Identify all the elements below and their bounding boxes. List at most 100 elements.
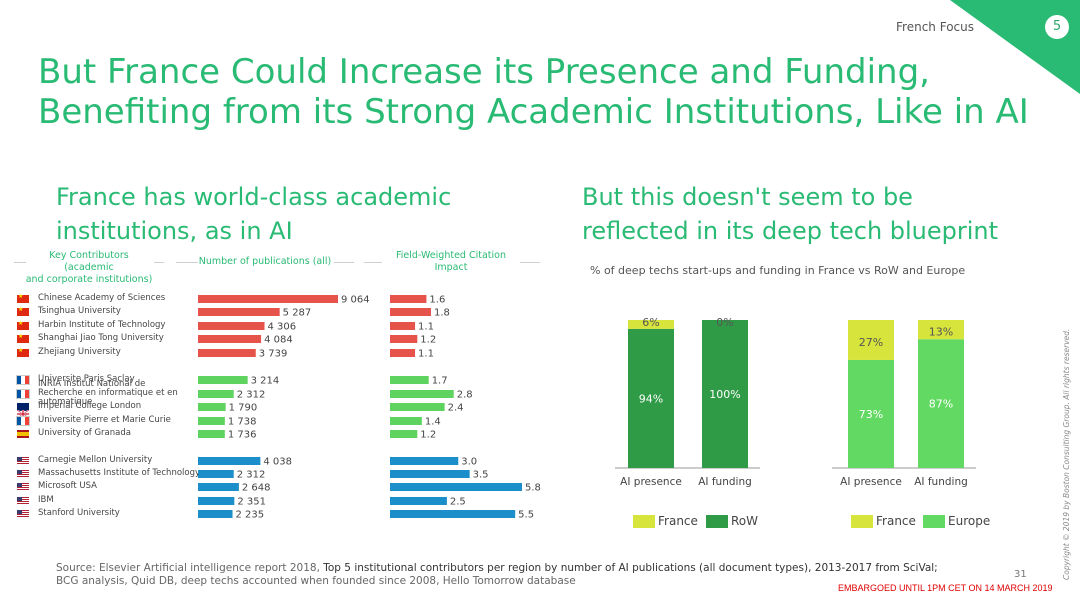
citation-impact-bar <box>390 322 416 330</box>
publications-value-label: 1 790 <box>229 403 258 414</box>
col-header-citation-impact: Field-Weighted Citation Impact <box>386 250 516 274</box>
citation-impact-bar <box>390 417 422 425</box>
embargo-notice: EMBARGOED UNTIL 1PM CET ON 14 MARCH 2019 <box>838 583 1053 593</box>
citation-impact-bar <box>390 497 447 505</box>
publications-value-label: 3 214 <box>251 376 280 387</box>
citation-impact-value-label: 1.8 <box>434 308 450 319</box>
source-note: Source: Elsevier Artificial intelligence… <box>56 562 956 588</box>
category-label: AI funding <box>914 476 968 488</box>
slide-title: But France Could Increase its Presence a… <box>38 52 1058 132</box>
col-header-publications: Number of publications (all) <box>198 256 332 267</box>
copyright-notice: Copyright © 2019 by Boston Consulting Gr… <box>1062 328 1071 580</box>
legend-swatch-france-2 <box>851 515 873 528</box>
publications-value-label: 2 648 <box>242 483 271 494</box>
flag-icon-fr <box>16 375 30 385</box>
stacked-bar-charts: 94% 6% AI presence 100% 0% AI funding 73% 27% AI… <box>615 316 976 488</box>
segment-value-label: 13% <box>929 326 953 339</box>
flag-icon-uk <box>16 403 30 419</box>
slide-number: 31 <box>1014 569 1027 580</box>
header-rule <box>520 262 540 263</box>
stacked-bar-segment <box>848 359 894 468</box>
publications-value-label: 4 306 <box>268 322 297 333</box>
citation-impact-bar <box>390 457 459 465</box>
page-number-badge: 5 <box>1045 15 1069 39</box>
citation-impact-bar <box>390 376 429 384</box>
left-subtitle-line-1: France has world-class academic <box>56 183 452 211</box>
citation-impact-bar <box>390 335 418 343</box>
flag-icon-us <box>17 470 29 478</box>
header-rule <box>14 262 26 263</box>
citation-impact-value-label: 5.8 <box>525 483 541 494</box>
flag-icon-es <box>17 430 29 438</box>
flag-icon-us <box>17 483 29 491</box>
right-chart-caption: % of deep techs start-ups and funding in… <box>590 264 966 277</box>
flag-icon-us <box>17 497 29 505</box>
publications-value-label: 2 235 <box>236 510 265 521</box>
legend-label-france-2: France <box>876 514 916 528</box>
publications-value-label: 2 312 <box>237 390 266 401</box>
flag-icon-us <box>17 510 29 518</box>
header-rule <box>364 262 382 263</box>
col-header-contributors-line-1: Key Contributors (academic <box>49 250 129 273</box>
publications-value-label: 4 084 <box>264 335 293 346</box>
publications-value-label: 1 738 <box>228 417 257 428</box>
flag-icon-cn: ★ <box>17 347 29 357</box>
col-header-contributors: Key Contributors (academic and corporate… <box>24 250 154 286</box>
citation-impact-value-label: 1.6 <box>429 295 445 306</box>
citation-impact-bar <box>390 483 522 491</box>
right-subtitle-line-1: But this doesn't seem to be <box>582 183 913 211</box>
segment-value-label: 6% <box>642 316 659 329</box>
institution-name: Zhejiang University <box>38 347 121 357</box>
publications-bar <box>198 417 225 425</box>
col-header-citation-impact-line-2: Impact <box>434 262 468 273</box>
right-subtitle: But this doesn't seem to be reflected in… <box>582 180 1042 248</box>
source-text-emphasis: Top 5 institutional contributors per reg… <box>323 562 938 574</box>
publications-value-label: 9 064 <box>341 295 370 306</box>
segment-value-label: 0% <box>716 316 733 329</box>
segment-value-label: 94% <box>639 392 663 405</box>
legend-swatch-europe <box>923 515 945 528</box>
category-label: AI funding <box>698 476 752 488</box>
source-text-line-2: BCG analysis, Quid DB, deep techs accoun… <box>56 575 576 587</box>
citation-impact-bar <box>390 403 445 411</box>
segment-value-label: 73% <box>859 408 883 421</box>
legend-swatch-row <box>706 515 728 528</box>
section-label: French Focus <box>896 20 974 34</box>
segment-value-label: 100% <box>709 388 740 401</box>
publications-bar <box>198 322 265 330</box>
citation-impact-value-label: 1.1 <box>418 349 434 360</box>
flag-icon-cn: ★ <box>17 306 29 316</box>
citation-impact-bar <box>390 510 516 518</box>
citation-impact-value-label: 3.5 <box>473 470 489 481</box>
citation-impact-bar <box>390 430 418 438</box>
citation-impact-value-label: 2.8 <box>457 390 473 401</box>
stacked-bar-segment <box>918 339 964 468</box>
citation-impact-value-label: 5.5 <box>518 510 534 521</box>
right-subtitle-line-2: reflected in its deep tech blueprint <box>582 217 999 245</box>
citation-impact-bar <box>390 295 427 303</box>
citation-impact-value-label: 3.0 <box>461 457 477 468</box>
segment-value-label: 87% <box>929 398 953 411</box>
publications-bar <box>198 403 226 411</box>
legend-label-row: RoW <box>731 514 759 528</box>
publications-value-label: 1 736 <box>228 430 257 441</box>
citation-impact-bar <box>390 349 416 357</box>
flag-icon-fr <box>16 389 30 399</box>
citation-impact-value-label: 1.1 <box>418 322 434 333</box>
institution-name: Shanghai Jiao Tong University <box>38 333 164 343</box>
institution-name: Stanford University <box>38 508 120 518</box>
institution-name: Harbin Institute of Technology <box>38 320 166 330</box>
title-line-1: But France Could Increase its Presence a… <box>38 52 930 92</box>
publications-value-label: 3 739 <box>259 349 288 360</box>
segment-value-label: 27% <box>859 336 883 349</box>
institution-name: Universite Pierre et Marie Curie <box>38 415 171 425</box>
flag-icon-cn: ★ <box>17 293 29 303</box>
institution-name: Universite Paris Saclay <box>38 374 135 384</box>
flag-icon-cn: ★ <box>17 333 29 343</box>
publications-bar <box>198 510 233 518</box>
publications-bar <box>198 308 280 316</box>
flag-icon-cn: ★ <box>17 320 29 330</box>
publications-bar <box>198 390 234 398</box>
flag-icon-us <box>17 457 29 465</box>
citation-impact-value-label: 1.2 <box>420 430 436 441</box>
